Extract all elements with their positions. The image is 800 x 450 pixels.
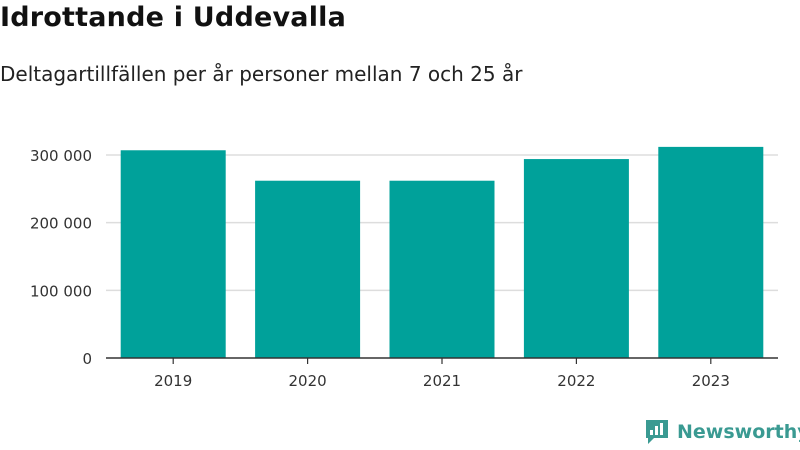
y-tick-label: 100 000 bbox=[30, 282, 92, 300]
y-tick-label: 0 bbox=[82, 350, 92, 368]
brand-name: Newsworthy bbox=[677, 421, 800, 443]
chart-title: Idrottande i Uddevalla bbox=[0, 2, 347, 33]
bar bbox=[120, 150, 226, 358]
brand-logo: Newsworthy bbox=[644, 418, 800, 446]
x-tick-label: 2022 bbox=[557, 372, 595, 390]
x-tick-label: 2023 bbox=[692, 372, 730, 390]
x-tick-label: 2020 bbox=[289, 372, 327, 390]
chart-subtitle: Deltagartillfällen per år personer mella… bbox=[0, 62, 523, 86]
x-tick-label: 2019 bbox=[154, 372, 192, 390]
bar-chart: 0 100 000 200 000 300 000 2019 2020 2021 2022 20… bbox=[30, 146, 778, 390]
x-tick-label: 2021 bbox=[423, 372, 461, 390]
y-tick-label: 200 000 bbox=[30, 215, 92, 233]
bar bbox=[658, 146, 764, 358]
y-tick-label: 300 000 bbox=[30, 147, 92, 165]
bar bbox=[389, 180, 495, 358]
bar bbox=[523, 159, 629, 358]
bar bbox=[255, 180, 361, 358]
newsworthy-logo-icon bbox=[646, 420, 668, 444]
